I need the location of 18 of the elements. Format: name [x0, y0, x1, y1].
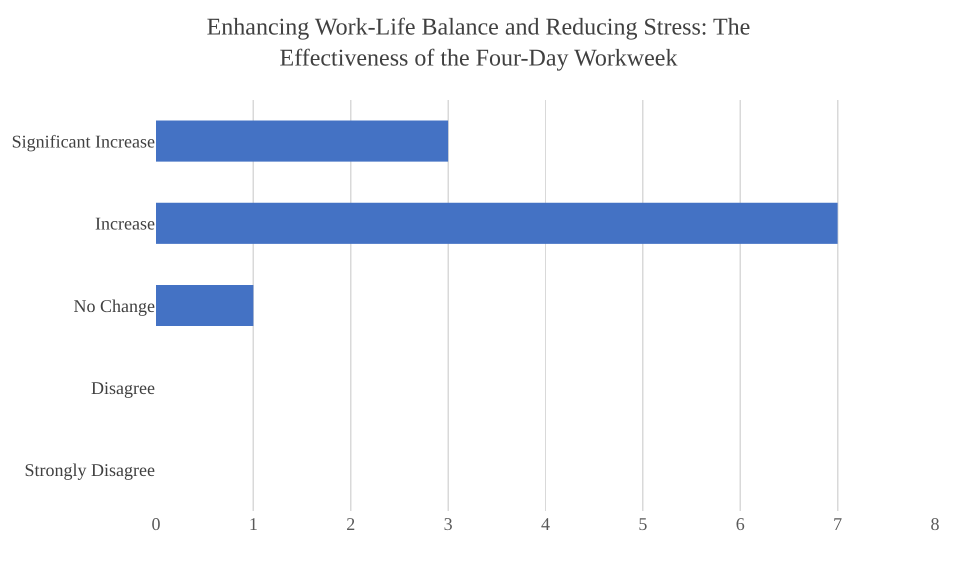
- x-tick-label: 6: [736, 514, 745, 534]
- x-tick-label: 2: [346, 514, 356, 534]
- x-tick-label: 3: [444, 514, 453, 534]
- bar: [156, 202, 838, 244]
- y-tick-label: Increase: [95, 214, 156, 234]
- x-tick-label: 4: [541, 514, 550, 534]
- chart-title: Enhancing Work-Life Balance and Reducing Stress: The Effectiveness of the Four-Day Workweek: [206, 14, 750, 72]
- x-tick-label: 5: [638, 514, 648, 534]
- x-tick-label: 7: [833, 514, 842, 534]
- bar: [156, 120, 448, 162]
- y-tick-label: No Change: [74, 296, 156, 316]
- bar: [156, 284, 254, 326]
- x-tick-label: 1: [248, 514, 258, 534]
- y-tick-label: Disagree: [91, 378, 156, 398]
- x-tick-label: 0: [152, 514, 160, 534]
- x-tick-label: 8: [930, 514, 940, 534]
- y-tick-label: Strongly Disagree: [24, 460, 155, 480]
- y-tick-label: Significant Increase: [12, 131, 156, 152]
